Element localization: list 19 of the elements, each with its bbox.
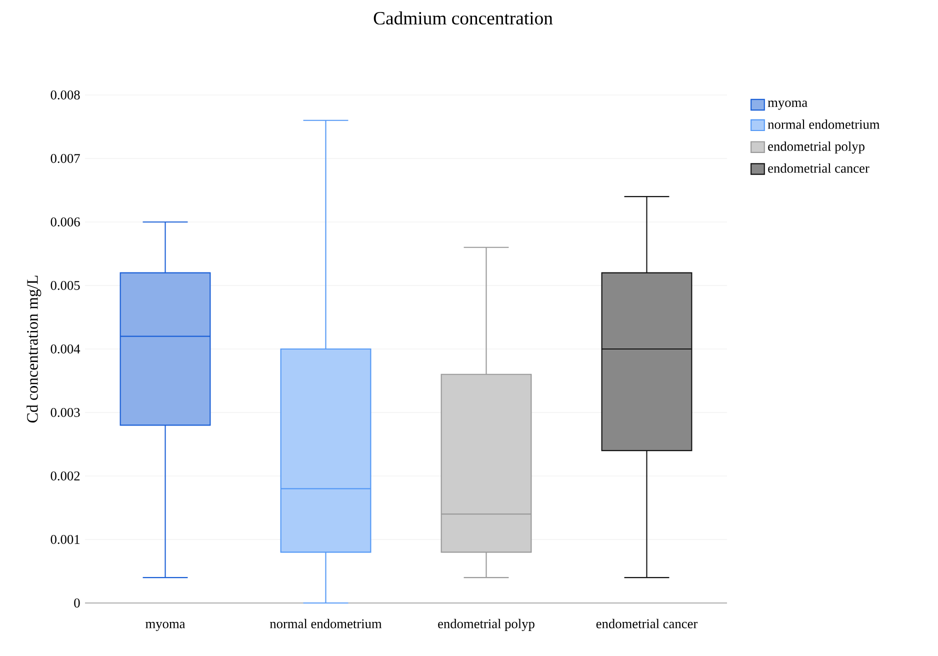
legend-label: endometrial polyp — [768, 141, 864, 154]
y-tick-label: 0.005 — [50, 280, 80, 290]
x-tick-label: endometrial polyp — [438, 618, 534, 632]
legend-label: normal endometrium — [768, 120, 880, 129]
y-tick-label: 0 — [74, 598, 80, 608]
x-tick-label: normal endometrium — [270, 618, 382, 628]
y-tick-label: 0.003 — [50, 408, 80, 418]
y-tick-label: 0.008 — [50, 90, 80, 100]
y-axis-title: Cd concentration mg/L — [26, 276, 42, 423]
y-tick-label: 0.004 — [50, 344, 80, 354]
y-tick-label: 0.002 — [50, 471, 80, 481]
chart-title: Cadmium concentration — [374, 11, 553, 25]
y-tick-label: 0.007 — [50, 154, 80, 164]
legend-label: myoma — [768, 100, 808, 110]
x-tick-label: endometrial cancer — [596, 618, 698, 628]
legend-label: endometrial cancer — [768, 163, 870, 173]
y-tick-label: 0.001 — [50, 534, 80, 544]
x-tick-label: myoma — [146, 622, 186, 632]
y-tick-label: 0.006 — [50, 217, 80, 227]
